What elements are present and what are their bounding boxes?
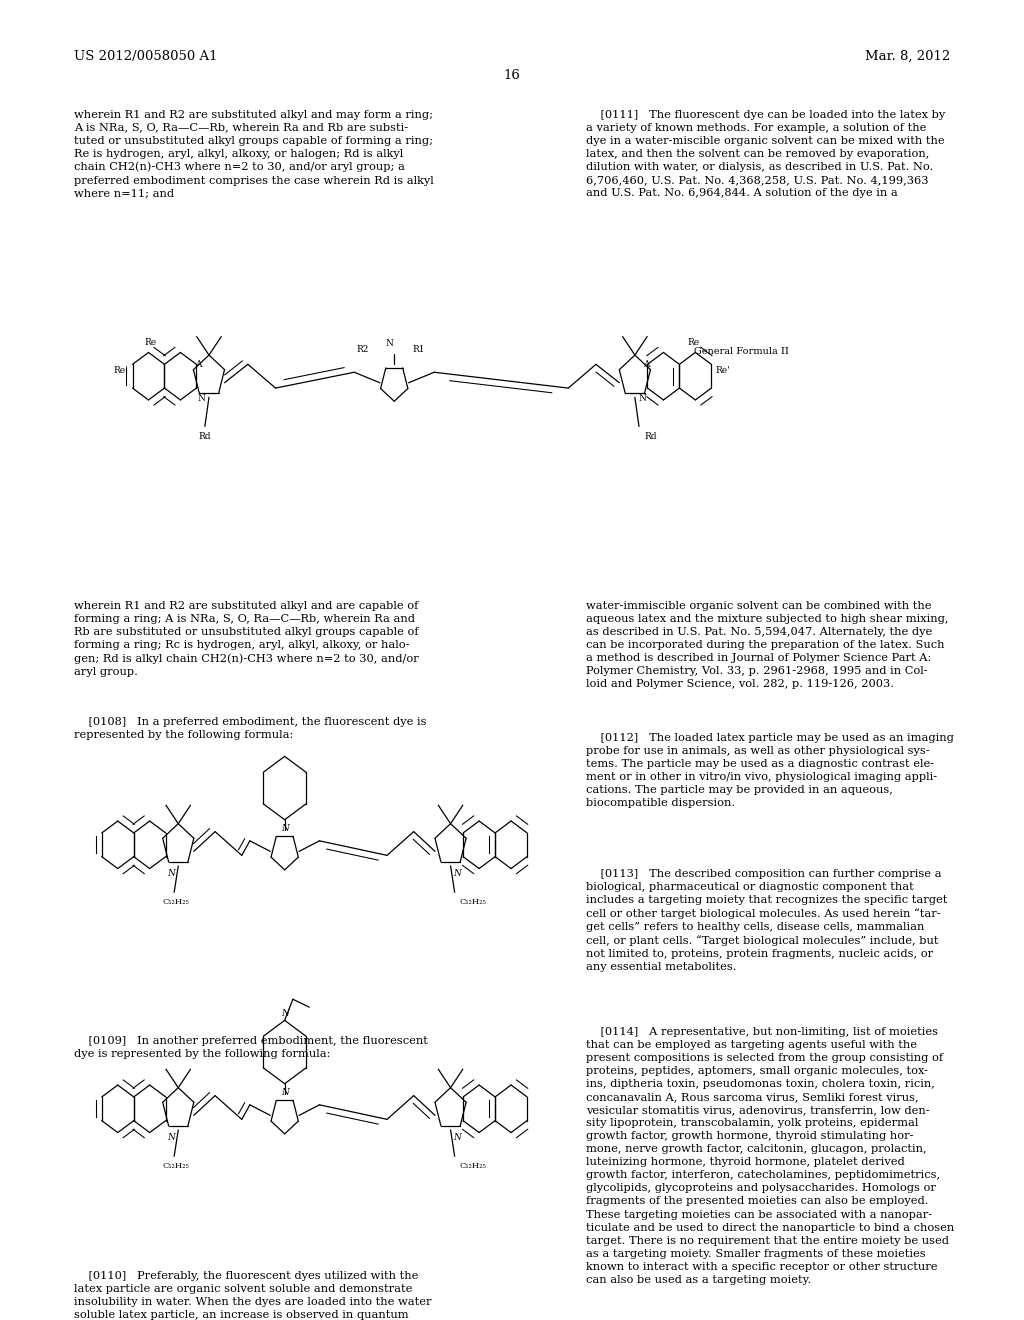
Text: N: N	[281, 1088, 289, 1097]
Text: A: A	[195, 360, 202, 368]
Text: US 2012/0058050 A1: US 2012/0058050 A1	[74, 50, 217, 63]
Text: Re': Re'	[716, 367, 730, 375]
Text: Rd: Rd	[644, 432, 656, 441]
Text: Mar. 8, 2012: Mar. 8, 2012	[865, 50, 950, 63]
Text: C₁₂H₂₅: C₁₂H₂₅	[163, 898, 189, 906]
Text: [0114]   A representative, but non-limiting, list of moieties
that can be employ: [0114] A representative, but non-limitin…	[586, 1027, 954, 1284]
Text: R1: R1	[413, 345, 425, 354]
Text: General Formula II: General Formula II	[694, 347, 790, 356]
Text: A: A	[643, 360, 649, 368]
Text: N: N	[454, 869, 462, 878]
Text: [0108]   In a preferred embodiment, the fluorescent dye is
represented by the fo: [0108] In a preferred embodiment, the fl…	[74, 717, 426, 739]
Text: [0112]   The loaded latex particle may be used as an imaging
probe for use in an: [0112] The loaded latex particle may be …	[586, 733, 953, 808]
Text: [0111]   The fluorescent dye can be loaded into the latex by
a variety of known : [0111] The fluorescent dye can be loaded…	[586, 110, 945, 198]
Text: Rd: Rd	[199, 432, 211, 441]
Text: 16: 16	[504, 69, 520, 82]
Text: R2: R2	[356, 345, 369, 354]
Text: N: N	[167, 869, 175, 878]
Text: N: N	[385, 339, 393, 348]
Text: Re: Re	[144, 338, 157, 347]
Text: C₁₂H₂₅: C₁₂H₂₅	[460, 898, 486, 906]
Text: C₁₂H₂₅: C₁₂H₂₅	[163, 1162, 189, 1170]
Text: [0110]   Preferably, the fluorescent dyes utilized with the
latex particle are o: [0110] Preferably, the fluorescent dyes …	[74, 1271, 432, 1320]
Text: N: N	[281, 1008, 289, 1018]
Text: water-immiscible organic solvent can be combined with the
aqueous latex and the : water-immiscible organic solvent can be …	[586, 601, 948, 689]
Text: Re: Re	[687, 338, 699, 347]
Text: [0113]   The described composition can further comprise a
biological, pharmaceut: [0113] The described composition can fur…	[586, 869, 947, 972]
Text: C₁₂H₂₅: C₁₂H₂₅	[460, 1162, 486, 1170]
Text: N: N	[197, 395, 205, 403]
Text: N: N	[639, 395, 647, 403]
Text: wherein R1 and R2 are substituted alkyl and may form a ring;
A is NRa, S, O, Ra—: wherein R1 and R2 are substituted alkyl …	[74, 110, 433, 198]
Text: Re': Re'	[114, 367, 128, 375]
Text: [0109]   In another preferred embodiment, the fluorescent
dye is represented by : [0109] In another preferred embodiment, …	[74, 1036, 428, 1059]
Text: N: N	[454, 1133, 462, 1142]
Text: N: N	[167, 1133, 175, 1142]
Text: wherein R1 and R2 are substituted alkyl and are capable of
forming a ring; A is : wherein R1 and R2 are substituted alkyl …	[74, 601, 419, 677]
Text: N: N	[281, 824, 289, 833]
